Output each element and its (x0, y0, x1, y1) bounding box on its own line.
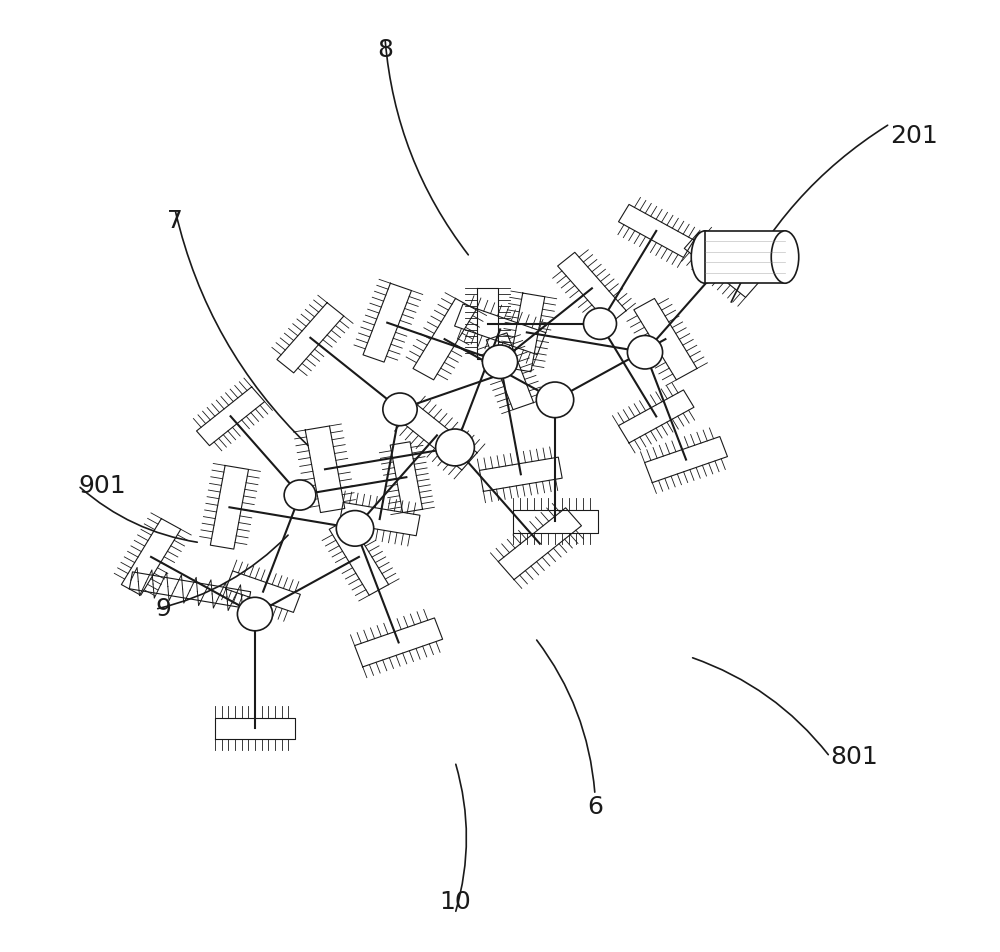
Polygon shape (486, 333, 534, 409)
Circle shape (336, 510, 374, 546)
Circle shape (383, 393, 417, 426)
Polygon shape (121, 519, 181, 595)
Polygon shape (684, 232, 760, 297)
Circle shape (627, 335, 663, 369)
Polygon shape (558, 252, 626, 325)
Polygon shape (197, 387, 265, 446)
Circle shape (536, 382, 574, 418)
Polygon shape (413, 298, 476, 380)
Polygon shape (634, 298, 697, 380)
Text: 9: 9 (155, 597, 171, 622)
Ellipse shape (771, 231, 799, 284)
Polygon shape (645, 437, 727, 483)
Polygon shape (477, 288, 498, 360)
Polygon shape (355, 618, 443, 667)
Text: 8: 8 (377, 38, 393, 62)
Text: 6: 6 (587, 795, 603, 819)
Polygon shape (339, 503, 420, 536)
Polygon shape (509, 293, 545, 371)
Circle shape (436, 429, 474, 466)
Polygon shape (480, 457, 562, 491)
Circle shape (284, 480, 316, 510)
Polygon shape (619, 390, 694, 443)
Polygon shape (226, 571, 300, 612)
Circle shape (237, 597, 273, 631)
Bar (705, 231, 785, 284)
Text: 10: 10 (439, 890, 471, 914)
Polygon shape (455, 304, 546, 355)
Polygon shape (277, 303, 344, 373)
Polygon shape (513, 510, 598, 532)
Circle shape (482, 345, 518, 379)
Polygon shape (329, 519, 389, 595)
Polygon shape (210, 466, 249, 549)
Polygon shape (363, 284, 411, 362)
Polygon shape (619, 205, 694, 257)
Polygon shape (215, 718, 295, 739)
Circle shape (584, 308, 616, 339)
Text: 901: 901 (78, 473, 126, 498)
Polygon shape (390, 442, 423, 512)
Ellipse shape (691, 231, 719, 284)
Text: 801: 801 (830, 744, 878, 769)
Polygon shape (305, 426, 345, 512)
Polygon shape (129, 572, 251, 608)
Polygon shape (397, 401, 477, 470)
Text: 201: 201 (890, 124, 938, 148)
Text: 7: 7 (167, 209, 183, 233)
Polygon shape (498, 507, 581, 580)
